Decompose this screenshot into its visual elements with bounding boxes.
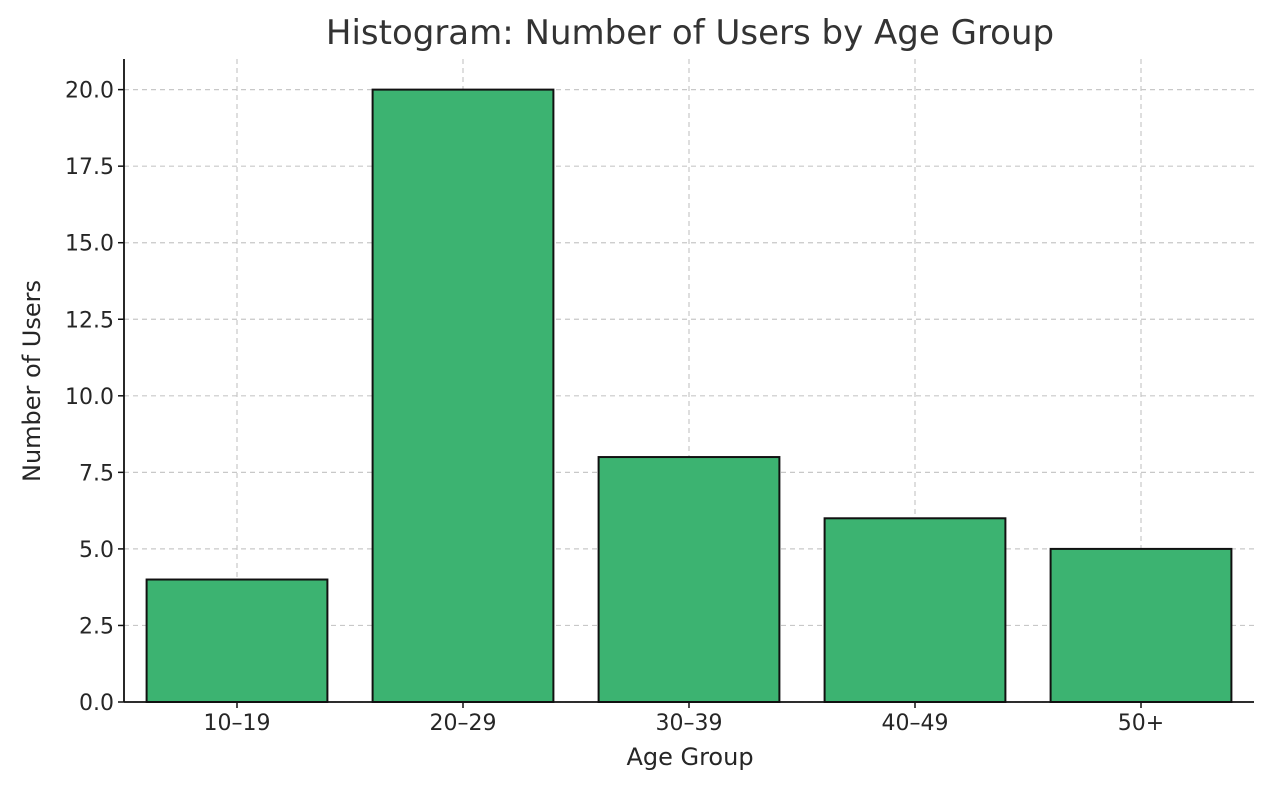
bar-20-29	[371, 88, 555, 704]
bar-30-39	[597, 456, 781, 703]
x-tick-label: 20–29	[430, 711, 497, 736]
y-tick-label: 15.0	[65, 232, 114, 257]
x-tick-label: 50+	[1118, 711, 1164, 736]
y-tick-label: 7.5	[79, 461, 114, 486]
tick-labels: 0.0 2.5 5.0 7.5 10.0 12.5 15.0 17.5 20.0 10–19 20–…	[65, 79, 1164, 736]
y-tick-label: 2.5	[79, 614, 114, 639]
x-tick-label: 40–49	[882, 711, 949, 736]
x-tick-label: 30–39	[656, 711, 723, 736]
y-tick-label: 5.0	[79, 538, 114, 563]
bar-10-19	[145, 578, 329, 703]
chart-title: Histogram: Number of Users by Age Group	[326, 13, 1054, 53]
bar-40-49	[823, 517, 1007, 703]
bar-50	[1049, 547, 1233, 704]
y-tick-label: 17.5	[65, 155, 114, 180]
x-axis-label: Age Group	[626, 743, 753, 771]
y-tick-label: 12.5	[65, 308, 114, 333]
y-tick-label: 10.0	[65, 385, 114, 410]
bars	[145, 88, 1233, 704]
y-tick-label: 0.0	[79, 691, 114, 716]
y-axis-label: Number of Users	[18, 280, 46, 482]
y-tick-label: 20.0	[65, 79, 114, 104]
x-tick-label: 10–19	[204, 711, 271, 736]
